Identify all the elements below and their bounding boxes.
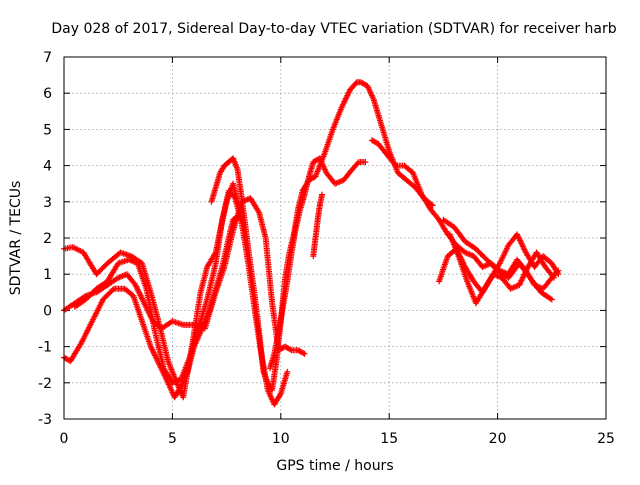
y-tick-label: 1 — [43, 267, 52, 283]
data-point-marker — [109, 286, 116, 293]
data-points — [61, 79, 562, 408]
y-tick-label: -3 — [38, 412, 52, 428]
y-tick-label: 0 — [43, 303, 52, 319]
data-point-marker — [429, 202, 436, 209]
grid-lines — [64, 57, 606, 419]
x-tick-label: 20 — [489, 431, 507, 447]
series-track-f — [267, 155, 369, 372]
plot-frame — [63, 56, 607, 420]
data-point-marker — [277, 392, 283, 398]
data-point-marker — [300, 350, 307, 357]
data-point-marker — [287, 346, 294, 353]
series-track-d — [71, 187, 291, 408]
data-point-marker — [362, 159, 369, 165]
y-tick-label: -2 — [38, 376, 52, 392]
series-track-c — [61, 195, 308, 357]
x-tick-label: 10 — [272, 431, 290, 447]
data-point-marker — [354, 160, 361, 167]
data-point-marker — [301, 350, 308, 357]
y-tick-label: 3 — [43, 195, 52, 211]
data-point-marker — [547, 295, 554, 302]
data-point-marker — [549, 273, 556, 280]
data-point-marker — [555, 271, 562, 278]
y-tick-label: -1 — [38, 340, 52, 356]
y-tick-label: 6 — [43, 86, 52, 102]
y-tick-label: 5 — [43, 122, 52, 138]
x-axis-label: GPS time / hours — [276, 458, 393, 474]
series-track-k — [440, 216, 555, 303]
series-track-g — [310, 191, 325, 260]
axis-ticks: 0 5 10 15 20 25 -3 -2 -1 0 1 2 3 4 5 6 7 — [38, 50, 615, 447]
data-point-marker — [319, 191, 325, 198]
data-point-marker — [548, 296, 555, 303]
y-tick-label: 2 — [43, 231, 52, 247]
chart-title: Day 028 of 2017, Sidereal Day-to-day VTE… — [51, 21, 616, 37]
x-tick-label: 25 — [597, 431, 615, 447]
x-tick-label: 15 — [380, 431, 398, 447]
x-tick-label: 0 — [60, 431, 69, 447]
y-tick-label: 4 — [43, 159, 52, 175]
x-tick-label: 5 — [168, 431, 177, 447]
data-point-marker — [284, 368, 291, 375]
y-tick-label: 7 — [43, 50, 52, 66]
data-point-marker — [551, 274, 557, 281]
y-axis-label: SDTVAR / TECUs — [8, 181, 24, 296]
